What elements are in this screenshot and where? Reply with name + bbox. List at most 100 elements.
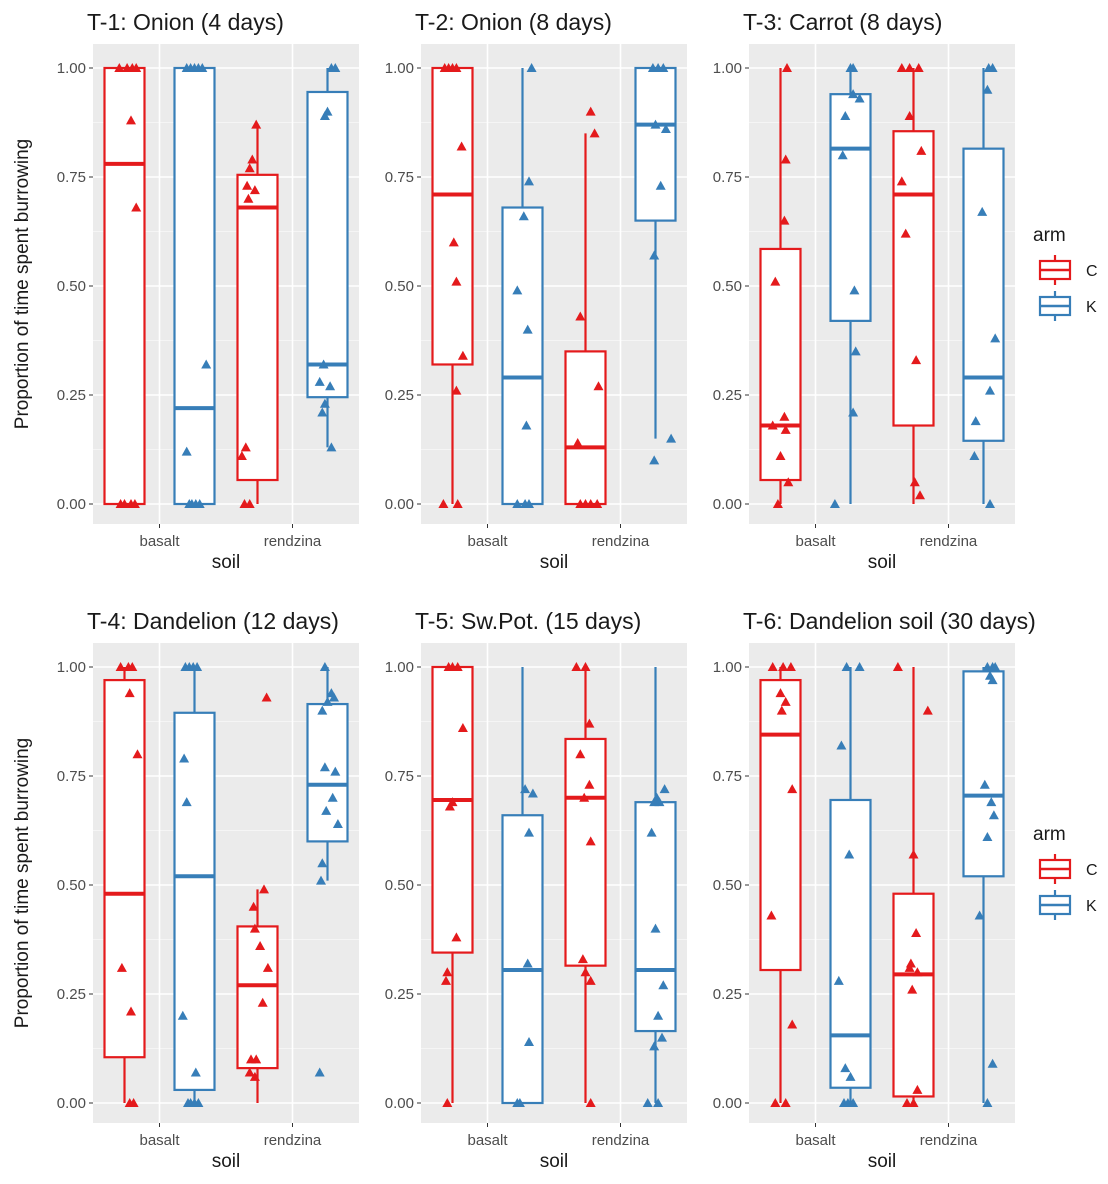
box-iqr	[306, 90, 349, 399]
y-tick-label: 0.75	[385, 169, 414, 186]
data-point-C	[787, 1019, 798, 1029]
data-point-C	[248, 901, 259, 911]
x-tick-label: rendzina	[920, 1132, 978, 1149]
box-iqr	[431, 66, 474, 366]
legend-1: arm C K	[1033, 225, 1098, 321]
facet-panel-6: T-6: Dandelion soil (30 days) 0.00 0.25 0.5…	[713, 608, 1036, 1172]
legend-title: arm	[1033, 225, 1066, 246]
data-point-K	[650, 119, 661, 129]
box-iqr	[829, 93, 872, 322]
data-point-C	[249, 185, 260, 195]
box-iqr	[564, 350, 607, 506]
data-point-K	[650, 923, 661, 933]
x-tick-label: rendzina	[264, 533, 322, 550]
data-point-C	[913, 63, 924, 72]
data-point-C	[447, 797, 458, 807]
data-point-K	[322, 106, 333, 116]
data-point-C	[900, 228, 911, 238]
data-point-C	[251, 1054, 262, 1064]
data-point-K	[841, 662, 852, 671]
data-point-K	[177, 1010, 188, 1020]
data-point-K	[522, 958, 533, 968]
data-point-K	[979, 779, 990, 789]
data-point-C	[456, 141, 467, 151]
data-point-C	[448, 237, 459, 247]
data-point-C	[126, 1006, 136, 1016]
box-basalt-C	[759, 68, 802, 504]
box-iqr	[759, 247, 802, 482]
box-rendzina-C	[236, 124, 279, 504]
data-point-C	[782, 63, 792, 72]
data-point-K	[658, 63, 669, 72]
data-point-C	[451, 385, 462, 395]
data-point-C	[585, 975, 596, 985]
data-point-K	[969, 451, 980, 461]
y-tick-label: 1.00	[713, 659, 742, 676]
data-point-K	[829, 499, 840, 508]
data-point-K	[527, 788, 538, 798]
data-point-C	[904, 110, 915, 120]
data-point-K	[322, 696, 333, 706]
y-tick-label: 0.00	[57, 496, 86, 513]
box-iqr	[564, 737, 607, 967]
data-point-K	[319, 662, 330, 671]
data-point-C	[442, 967, 453, 977]
data-point-K	[522, 324, 533, 334]
data-point-K	[325, 381, 336, 391]
data-point-C	[907, 984, 918, 994]
data-point-C	[585, 106, 596, 116]
data-point-C	[262, 962, 273, 972]
data-point-C	[261, 692, 272, 702]
x-tick-label: basalt	[795, 533, 836, 550]
data-point-K	[181, 446, 192, 456]
data-point-C	[257, 997, 268, 1007]
box-iqr	[236, 173, 279, 482]
data-point-C	[452, 499, 463, 508]
box-iqr	[634, 801, 677, 1033]
data-point-C	[128, 1098, 139, 1107]
facet-panel-3: T-3: Carrot (8 days) 0.00 0.25 0.50 0.75 1.00…	[713, 9, 1015, 573]
box-iqr	[173, 711, 216, 1092]
box-rendzina-C	[892, 667, 935, 1103]
x-axis-label: soil	[868, 1151, 897, 1172]
data-point-C	[244, 499, 255, 508]
data-point-K	[649, 250, 660, 260]
data-point-C	[785, 662, 796, 671]
data-point-K	[982, 1098, 993, 1107]
data-point-C	[592, 499, 603, 508]
data-point-K	[854, 662, 865, 671]
data-point-K	[653, 1098, 664, 1107]
y-tick-label: 0.00	[713, 1095, 742, 1112]
data-point-C	[593, 381, 604, 391]
data-point-C	[575, 749, 586, 759]
data-point-C	[126, 115, 136, 125]
data-point-K	[512, 499, 523, 508]
data-point-C	[579, 792, 590, 802]
box-iqr	[173, 66, 216, 506]
box-iqr	[829, 798, 872, 1089]
y-tick-label: 0.00	[713, 496, 742, 513]
data-point-C	[577, 954, 588, 964]
data-point-C	[584, 779, 595, 789]
y-tick-label: 0.50	[385, 278, 414, 295]
data-point-K	[521, 420, 532, 430]
box-iqr	[236, 925, 279, 1070]
data-point-K	[518, 211, 529, 221]
box-rendzina-K	[962, 667, 1005, 1103]
box-basalt-K	[829, 68, 872, 504]
box-iqr	[103, 66, 146, 506]
data-point-K	[524, 499, 534, 508]
data-point-C	[452, 662, 463, 671]
data-point-K	[317, 705, 328, 715]
data-point-C	[131, 63, 142, 72]
data-point-K	[659, 784, 670, 794]
data-point-C	[572, 437, 583, 447]
data-point-C	[244, 163, 255, 173]
y-tick-label: 0.25	[385, 387, 414, 404]
x-tick-label: basalt	[467, 1132, 508, 1149]
data-point-C	[584, 718, 595, 728]
data-point-K	[314, 376, 325, 386]
data-point-K	[649, 455, 660, 465]
data-point-K	[982, 84, 993, 94]
